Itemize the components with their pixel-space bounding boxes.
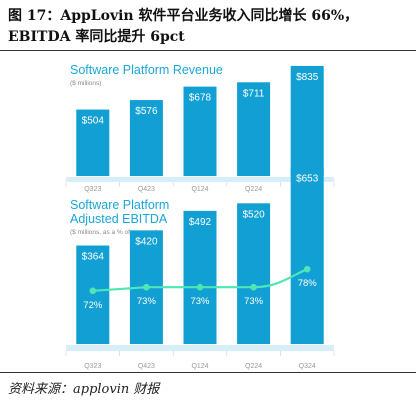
chart2-bar	[290, 167, 324, 344]
chart2-subtitle: ($ millions, as a % of revenue)	[70, 229, 157, 236]
source-note: 资料来源：applovin 财报	[8, 382, 160, 397]
chart1-category-label: Q323	[84, 186, 101, 193]
chart2-margin-label: 73%	[137, 296, 157, 307]
chart2-margin-label: 73%	[190, 296, 210, 307]
chart1-value-label: $576	[135, 106, 158, 117]
chart1-value-label: $678	[189, 93, 212, 104]
chart2-category-label: Q324	[299, 363, 316, 370]
chart2-margin-point	[143, 283, 150, 291]
chart1-bar	[76, 109, 110, 176]
chart2-category-label: Q423	[138, 363, 155, 370]
chart2-margin-point	[196, 283, 204, 291]
chart1-title: Software Platform Revenue	[70, 63, 223, 77]
chart1-category-label: Q224	[245, 186, 262, 193]
chart2-category-label: Q224	[245, 363, 262, 370]
chart2-margin-label: 78%	[298, 278, 318, 289]
chart2-margin-point	[303, 265, 311, 273]
chart2-bar	[76, 245, 110, 344]
chart2-plot: $364 Q323 $420 Q423 $492 Q124 $520 Q224 $653 Q324…	[65, 167, 335, 370]
chart1-category-label: Q423	[138, 186, 155, 193]
chart2-axis-band	[66, 345, 334, 351]
chart2-margin-point	[250, 283, 257, 291]
chart2-margin-line	[92, 268, 308, 292]
chart1-value-label: $835	[296, 72, 319, 83]
chart1-bar	[129, 100, 163, 176]
chart2-margin-label: 73%	[244, 296, 264, 307]
chart2-margin-point	[89, 287, 97, 295]
chart2-bar	[237, 203, 271, 344]
chart1-bar	[237, 82, 271, 176]
chart2-margin-label: 72%	[83, 300, 103, 311]
bottom-rule	[0, 372, 416, 373]
chart2-category-label: Q124	[191, 363, 208, 370]
chart1-category-label: Q124	[191, 186, 208, 193]
chart2-title-line2: Adjusted EBITDA	[70, 212, 168, 226]
top-rule	[0, 50, 416, 51]
chart2-value-label: $420	[135, 236, 158, 247]
chart1-bar	[183, 86, 217, 176]
chart1-bar	[290, 65, 324, 176]
chart2-value-label: $653	[296, 173, 319, 184]
chart1-subtitle: ($ millions)	[70, 80, 101, 87]
chart2-value-label: $492	[189, 217, 212, 228]
chart1-value-label: $711	[243, 88, 265, 99]
chart2-bar	[183, 210, 217, 344]
chart1-axis-band	[66, 177, 334, 182]
chart2-title-line1: Software Platform	[70, 198, 169, 212]
chart1-value-label: $504	[82, 116, 105, 127]
chart2-value-label: $520	[242, 209, 265, 220]
chart2-value-label: $364	[82, 252, 105, 263]
figure-title-line1: 图 17：AppLovin 软件平台业务收入同比增长 66%，	[8, 8, 359, 24]
chart2-category-label: Q323	[84, 363, 101, 370]
figure-title-line2: EBITDA 率同比提升 6pct	[8, 29, 185, 45]
